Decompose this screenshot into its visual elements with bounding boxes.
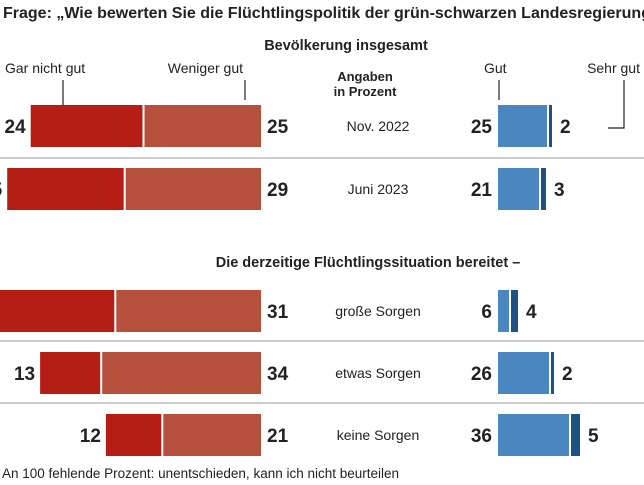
bar-gut [498, 105, 548, 147]
bar-gar-nicht-gut [7, 168, 125, 210]
value-gut: 26 [471, 364, 492, 385]
bar-weniger-gut [101, 352, 261, 394]
legend-weniger-gut: Weniger gut [168, 60, 243, 76]
value-sehr-gut: 2 [560, 117, 571, 138]
legend-gut: Gut [484, 60, 507, 76]
chart-title: Frage: „Wie bewerten Sie die Flüchtlings… [3, 5, 644, 22]
bar-gar-nicht-gut [30, 105, 144, 147]
value-gar-nicht-gut: 13 [14, 364, 35, 385]
bar-sehr-gut [570, 414, 580, 456]
bar-sehr-gut [540, 168, 546, 210]
value-gut: 25 [471, 117, 493, 138]
value-gut: 36 [471, 426, 492, 447]
bar-sehr-gut [548, 105, 552, 147]
bar-weniger-gut [115, 290, 261, 332]
value-weniger-gut: 29 [267, 180, 288, 201]
value-gut: 21 [471, 180, 493, 201]
unit-label-line-1: Angaben [337, 69, 393, 84]
value-sehr-gut: 4 [526, 302, 537, 323]
value-weniger-gut: 34 [267, 364, 289, 385]
value-weniger-gut: 25 [267, 117, 289, 138]
value-weniger-gut: 21 [267, 426, 289, 447]
value-gut: 6 [481, 302, 492, 323]
row-label: etwas Sorgen [335, 365, 421, 381]
unit-label-line-2: in Prozent [334, 84, 398, 99]
value-gar-nicht-gut: 12 [80, 426, 101, 447]
legend-gar-nicht-gut: Gar nicht gut [5, 60, 85, 76]
bar-weniger-gut [162, 414, 261, 456]
value-gar-nicht-gut: 24 [5, 117, 27, 138]
row-label: große Sorgen [335, 303, 421, 319]
bar-gut [498, 414, 570, 456]
bar-gar-nicht-gut [0, 290, 116, 332]
value-sehr-gut: 3 [554, 180, 565, 201]
legend-sehr-gut: Sehr gut [587, 60, 640, 76]
row-label: keine Sorgen [337, 427, 420, 443]
bar-gar-nicht-gut [105, 414, 163, 456]
bar-weniger-gut [143, 105, 261, 147]
leader-line-sehr-gut [608, 80, 625, 129]
value-gar-nicht-gut: 25 [0, 180, 3, 201]
value-sehr-gut: 2 [562, 364, 573, 385]
section-title-1: Die derzeitige Flüchtlingssituation bere… [216, 255, 521, 271]
footnote: An 100 fehlende Prozent: unentschieden, … [2, 466, 399, 481]
section-title-0: Bevölkerung insgesamt [264, 38, 428, 54]
bar-gar-nicht-gut [40, 352, 102, 394]
bar-weniger-gut [124, 168, 261, 210]
row-label: Nov. 2022 [347, 118, 410, 134]
value-weniger-gut: 31 [267, 302, 289, 323]
value-sehr-gut: 5 [588, 426, 599, 447]
bar-sehr-gut [510, 290, 518, 332]
bar-gut [498, 168, 540, 210]
bar-sehr-gut [550, 352, 554, 394]
bar-gut [498, 290, 510, 332]
bar-gut [498, 352, 550, 394]
row-label: Juni 2023 [348, 181, 409, 197]
